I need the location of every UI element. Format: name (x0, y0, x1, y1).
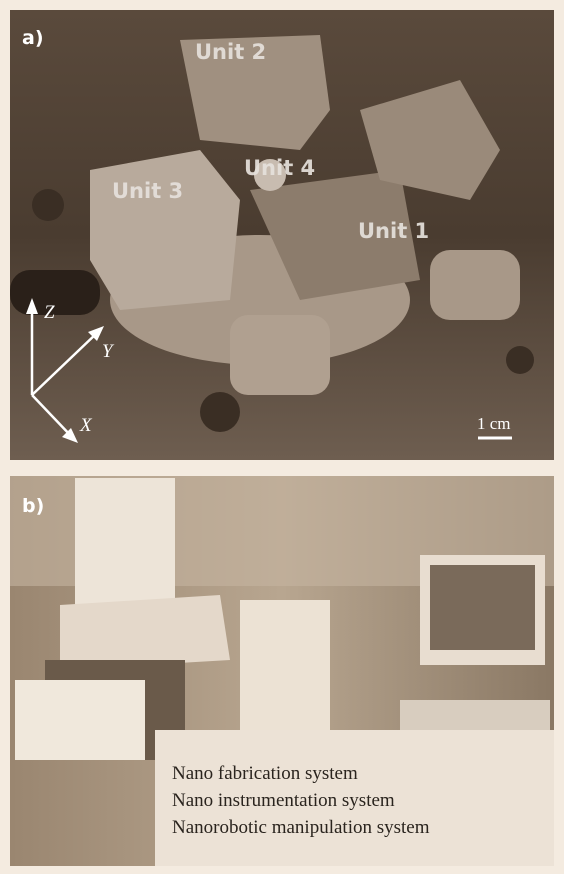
caption-line: Nanorobotic manipulation system (172, 817, 430, 838)
cable-left (10, 270, 100, 315)
unit-3-block (90, 150, 240, 310)
motor-front (230, 315, 330, 395)
panel-label: b) (22, 495, 44, 517)
panel-label: a) (22, 27, 44, 49)
manipulator-box (240, 600, 330, 750)
axis-label: X (79, 415, 93, 436)
monitor-screen (430, 565, 535, 650)
motor-right-lower (430, 250, 520, 320)
knob-front (200, 392, 240, 432)
column (75, 478, 175, 608)
caption-line: Nano instrumentation system (172, 790, 395, 811)
knob-right (506, 346, 534, 374)
chamber-top (60, 595, 230, 670)
unit-label: Unit 3 (112, 179, 183, 203)
scale-label: 1 cm (477, 414, 511, 433)
panel-a: a) Unit 2 Unit 4 Unit 3 Unit 1 Z Y X 1 c… (10, 10, 554, 460)
unit-label: Unit 1 (358, 219, 429, 243)
panel-b: b) Nano fabrication system Nano instrume… (10, 476, 554, 866)
side-unit (15, 680, 145, 760)
knob-left (32, 189, 64, 221)
unit-label: Unit 4 (244, 156, 315, 180)
unit-label: Unit 2 (195, 40, 266, 64)
caption-line: Nano fabrication system (172, 763, 358, 784)
figure: a) Unit 2 Unit 4 Unit 3 Unit 1 Z Y X 1 c… (0, 0, 564, 874)
axis-label: Z (44, 302, 55, 323)
